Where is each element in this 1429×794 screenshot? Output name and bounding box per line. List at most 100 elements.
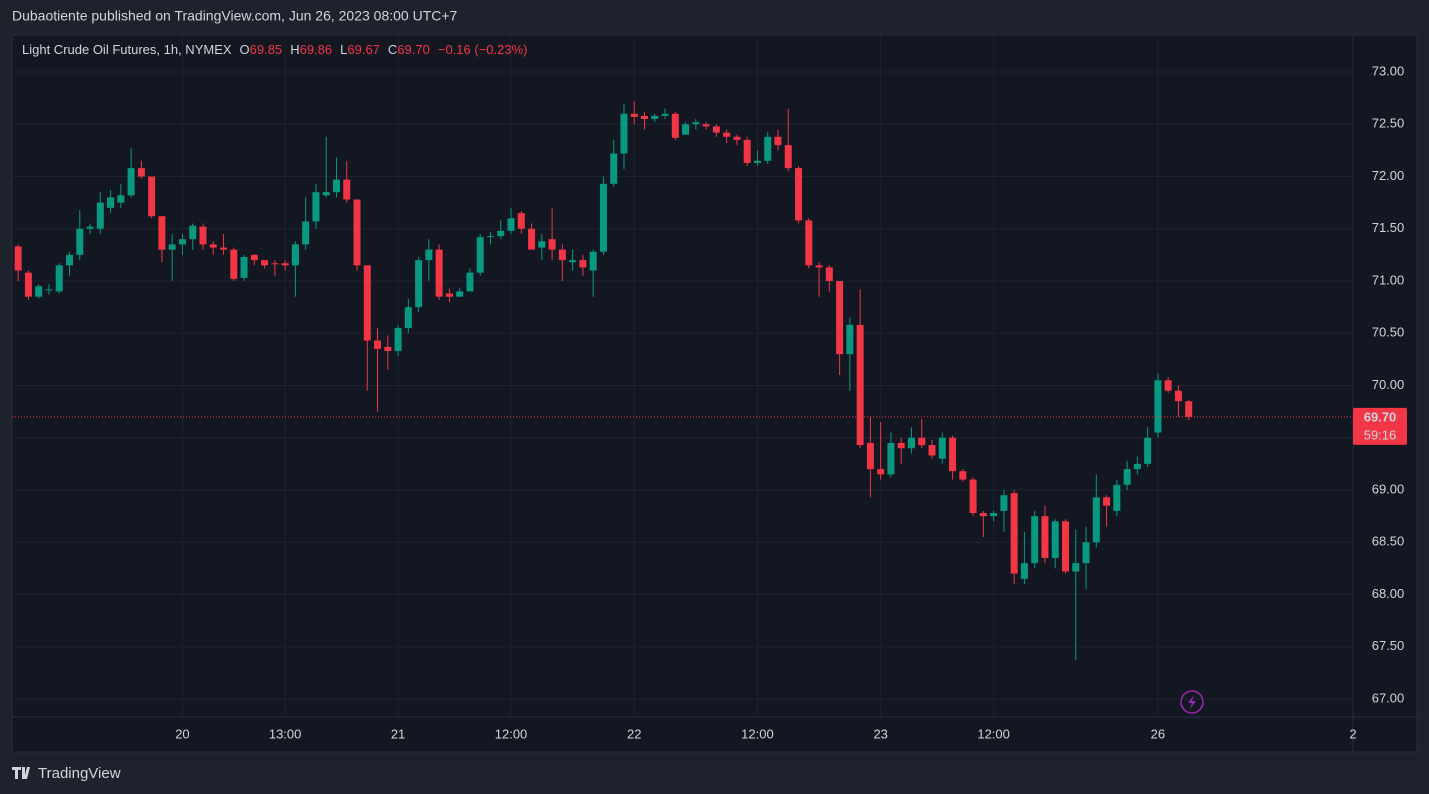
- candle-body: [271, 263, 279, 265]
- candle-body: [1144, 437, 1152, 464]
- legend-item: O: [240, 42, 250, 57]
- candle-body: [682, 124, 690, 135]
- x-tick-label: 12:00: [495, 726, 528, 741]
- candle-body: [168, 244, 176, 250]
- legend-item: L: [340, 42, 347, 57]
- candle-body: [538, 241, 546, 248]
- candle-body: [1103, 497, 1111, 506]
- candle-body: [24, 272, 32, 297]
- y-tick-label: 68.50: [1372, 534, 1405, 549]
- candle-body: [1092, 497, 1100, 543]
- y-tick-label: 72.00: [1372, 168, 1405, 183]
- lightning-icon[interactable]: [1180, 690, 1204, 714]
- candle-body: [784, 145, 792, 169]
- candle-body: [127, 168, 135, 196]
- x-tick-label: 2: [1349, 726, 1356, 741]
- y-tick-label: 67.00: [1372, 690, 1405, 705]
- candle-body: [887, 442, 895, 475]
- candle-body: [949, 437, 957, 472]
- candle-body: [363, 265, 371, 341]
- y-tick-label: 72.50: [1372, 116, 1405, 131]
- x-tick-label: 26: [1151, 726, 1165, 741]
- candle-body: [610, 153, 618, 184]
- candle-body: [938, 437, 946, 459]
- candle-body: [45, 289, 53, 291]
- y-tick-label: 73.00: [1372, 63, 1405, 78]
- candle-body: [836, 281, 844, 355]
- x-tick-label: 13:00: [269, 726, 302, 741]
- candle-body: [620, 113, 628, 154]
- candle-body: [55, 265, 63, 292]
- candle-body: [374, 340, 382, 349]
- candle-body: [723, 132, 731, 137]
- candle-body: [456, 291, 464, 297]
- candle-body: [261, 260, 269, 266]
- candle-body: [425, 249, 433, 261]
- candle-body: [445, 293, 453, 297]
- candle-body: [1123, 469, 1131, 485]
- y-tick-label: 67.50: [1372, 638, 1405, 653]
- candle-body: [302, 221, 310, 245]
- candle-body: [548, 239, 556, 250]
- y-tick-label: 69.00: [1372, 481, 1405, 496]
- candle-body: [137, 168, 145, 177]
- candle-body: [1010, 493, 1018, 574]
- y-tick-label: 68.00: [1372, 586, 1405, 601]
- candle-body: [435, 249, 443, 297]
- candle-body: [661, 113, 669, 116]
- last-price-box: [1353, 407, 1407, 445]
- candle-body: [764, 136, 772, 161]
- candle-body: [907, 437, 915, 449]
- candle-body: [846, 324, 854, 355]
- candle-body: [969, 479, 977, 514]
- candle-body: [1041, 516, 1049, 558]
- candle-body: [353, 199, 361, 266]
- candle-body: [1164, 380, 1172, 391]
- legend-item: H: [290, 42, 299, 57]
- candle-body: [651, 115, 659, 120]
- candle-body: [497, 230, 505, 237]
- candle-body: [384, 346, 392, 352]
- candle-body: [1133, 463, 1141, 470]
- candle-body: [1185, 401, 1193, 417]
- candle-body: [979, 513, 987, 517]
- candle-body: [466, 272, 474, 292]
- candle-body: [415, 260, 423, 308]
- last-price-label: 69.70: [1364, 409, 1397, 424]
- candle-body: [148, 176, 156, 217]
- y-tick-label: 70.50: [1372, 325, 1405, 340]
- candle-body: [14, 246, 22, 271]
- y-tick-label: 70.00: [1372, 377, 1405, 392]
- candle-body: [630, 113, 638, 117]
- legend-item: C: [388, 42, 397, 57]
- labels: 67.0067.5068.0068.5069.0069.5070.0070.50…: [175, 63, 1407, 741]
- candle-body: [990, 513, 998, 517]
- candle-body: [795, 168, 803, 221]
- candle-body: [107, 197, 115, 208]
- legend-item: 69.85: [250, 42, 283, 57]
- legend-item: 69.70: [397, 42, 430, 57]
- candle-body: [230, 249, 238, 279]
- candle-body: [158, 216, 166, 250]
- candle-body: [753, 160, 761, 163]
- candle-body: [476, 237, 484, 273]
- legend-item: 69.67: [347, 42, 380, 57]
- candle-body: [507, 218, 515, 231]
- candle-body: [959, 471, 967, 480]
- legend-item: Light Crude Oil Futures, 1h, NYMEX: [22, 42, 232, 57]
- candle-body: [928, 445, 936, 456]
- candle-body: [1113, 484, 1121, 511]
- candle-body: [486, 236, 494, 238]
- candle-body: [404, 307, 412, 329]
- x-tick-label: 21: [391, 726, 405, 741]
- legend-item: 69.86: [300, 42, 333, 57]
- candle-body: [281, 263, 289, 266]
- candle-body: [1072, 563, 1080, 572]
- chart-panel: [11, 34, 1418, 753]
- lightning-glyph: [1188, 695, 1196, 709]
- candle-body: [569, 260, 577, 263]
- y-tick-label: 71.50: [1372, 220, 1405, 235]
- candle-body: [641, 115, 649, 120]
- published-line: Dubaotiente published on TradingView.com…: [12, 8, 458, 24]
